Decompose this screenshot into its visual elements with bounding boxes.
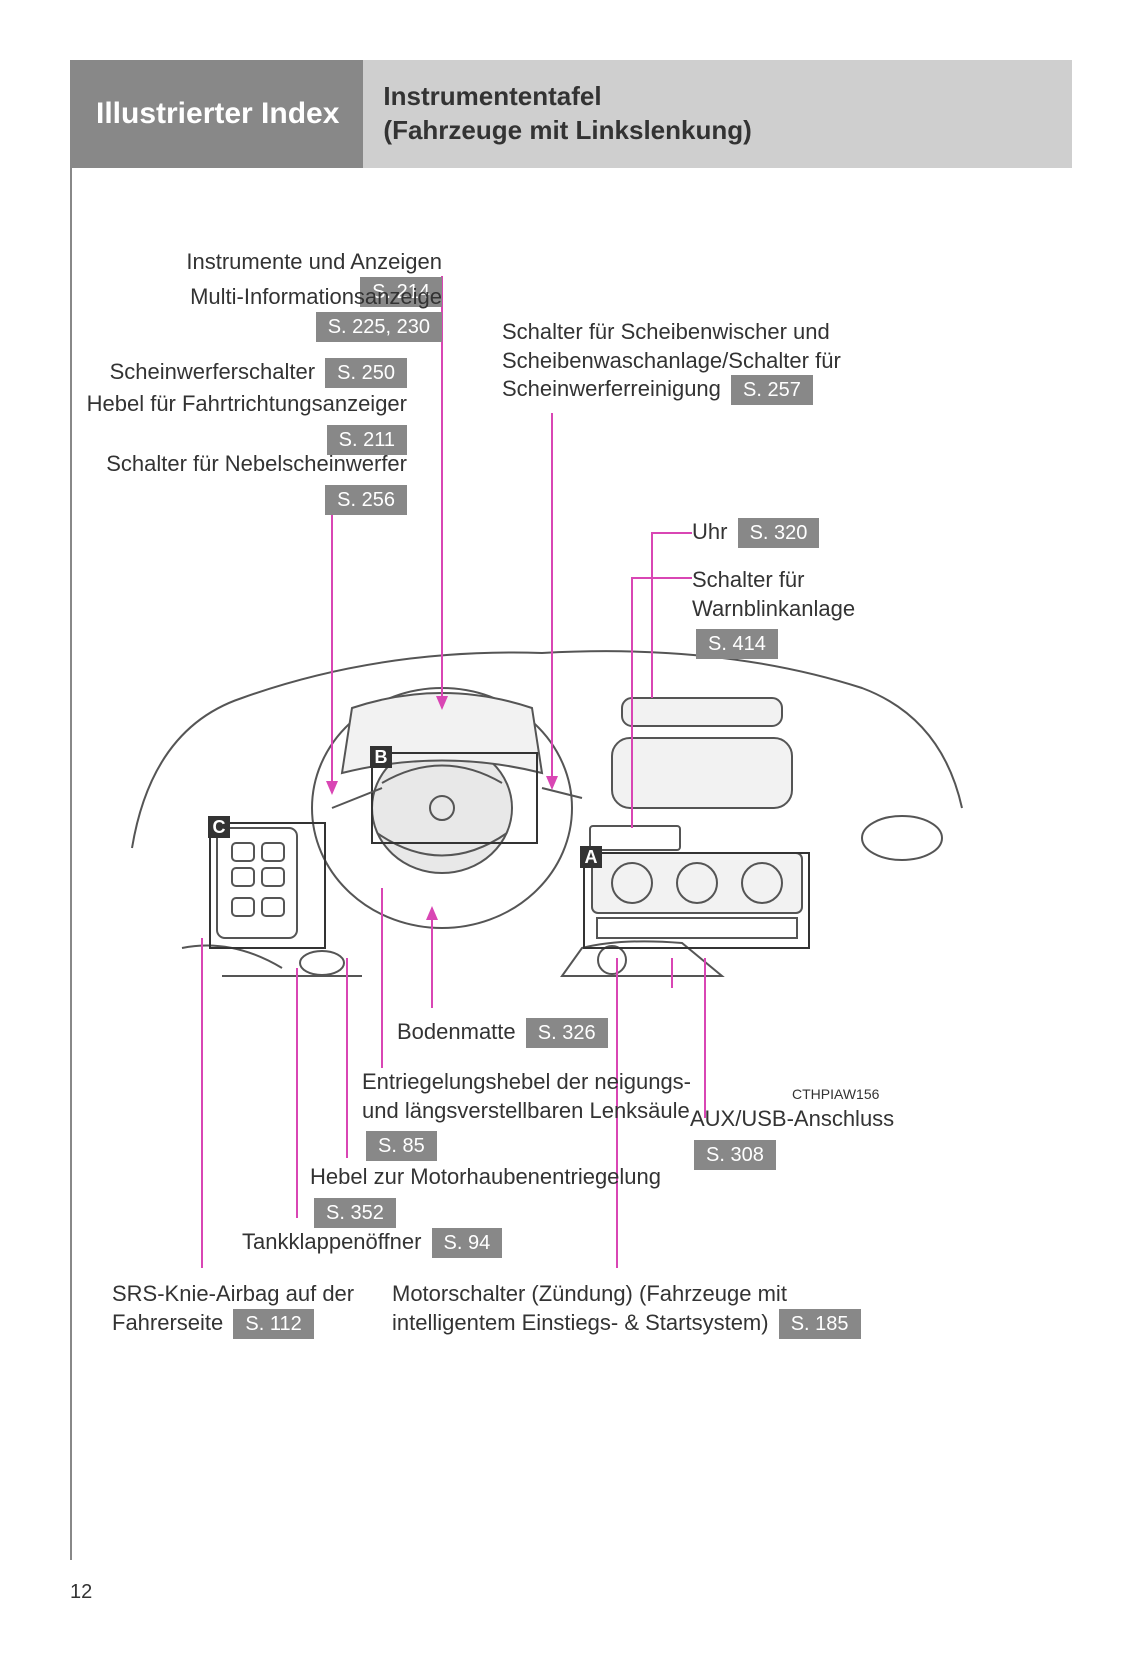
marker-b: B — [370, 746, 392, 768]
subtitle-line1: Instrumententafel — [383, 80, 1072, 114]
callout-scheinwerfer: Scheinwerferschalter S. 250 — [72, 358, 407, 388]
line2: und längsverstellbaren Lenksäule — [362, 1097, 702, 1126]
label: Bodenmatte — [397, 1019, 516, 1044]
label: Hebel für Fahrtrichtungsanzeiger — [87, 391, 407, 416]
line1: SRS-Knie-Airbag auf der — [112, 1280, 392, 1309]
header-title: Illustrierter Index — [72, 60, 363, 168]
page: Illustrierter Index Instrumententafel (F… — [70, 60, 1072, 1560]
label: Scheinwerferschalter — [110, 359, 315, 384]
page-ref: S. 112 — [233, 1309, 313, 1339]
page-ref: S. 250 — [325, 358, 407, 388]
label: Schalter für Nebelscheinwerfer — [106, 451, 407, 476]
callout-aux-usb: AUX/USB-Anschluss S. 308 — [690, 1105, 894, 1170]
callout-nebel: Schalter für Nebelscheinwerfer S. 256 — [72, 450, 407, 515]
diagram-area: A B C — [72, 168, 1072, 1458]
callout-motorschalter: Motorschalter (Zündung) (Fahrzeuge mit i… — [392, 1280, 892, 1339]
page-ref: S. 94 — [432, 1228, 503, 1258]
callout-multi-info: Multi-Informationsanzeige S. 225, 230 — [92, 283, 442, 342]
callout-wischer: Schalter für Scheibenwischer und Scheibe… — [502, 318, 882, 405]
header-subtitle: Instrumententafel (Fahrzeuge mit Linksle… — [363, 60, 1072, 168]
callout-uhr: Uhr S. 320 — [692, 518, 819, 548]
line1: Schalter für Scheibenwischer und — [502, 318, 882, 347]
header: Illustrierter Index Instrumententafel (F… — [72, 60, 1072, 168]
marker-a: A — [580, 846, 602, 868]
line1: Entriegelungshebel der neigungs- — [362, 1068, 702, 1097]
callout-knie-airbag: SRS-Knie-Airbag auf der Fahrerseite S. 1… — [112, 1280, 392, 1339]
page-ref: S. 414 — [696, 629, 778, 659]
line2: Warnblinkanlage — [692, 595, 912, 624]
line2: intelligentem Einstiegs- & Startsystem) … — [392, 1309, 892, 1339]
label: Uhr — [692, 519, 727, 544]
page-ref: S. 85 — [366, 1131, 437, 1161]
page-ref: S. 185 — [779, 1309, 861, 1339]
line3: Scheinwerferreinigung S. 257 — [502, 375, 882, 405]
label: Multi-Informationsanzeige — [190, 284, 442, 309]
page-ref: S. 225, 230 — [316, 312, 442, 342]
label: Instrumente und Anzeigen — [186, 249, 442, 274]
callout-fahrtrichtung: Hebel für Fahrtrichtungsanzeiger S. 211 — [72, 390, 407, 455]
callout-tankklappe: Tankklappenöffner S. 94 — [242, 1228, 502, 1258]
image-code: CTHPIAW156 — [792, 1086, 879, 1102]
marker-c: C — [208, 816, 230, 838]
page-ref: S. 326 — [526, 1018, 608, 1048]
line2: Fahrerseite S. 112 — [112, 1309, 392, 1339]
label: Tankklappenöffner — [242, 1229, 421, 1254]
line2: Scheibenwaschanlage/Schalter für — [502, 347, 882, 376]
callout-lenksaule: Entriegelungshebel der neigungs- und län… — [362, 1068, 702, 1161]
callout-bodenmatte: Bodenmatte S. 326 — [397, 1018, 608, 1048]
page-ref: S. 320 — [738, 518, 820, 548]
page-number: 12 — [70, 1581, 92, 1604]
page-ref: S. 352 — [314, 1198, 396, 1228]
subtitle-line2: (Fahrzeuge mit Linkslenkung) — [383, 114, 1072, 148]
line1: Motorschalter (Zündung) (Fahrzeuge mit — [392, 1280, 892, 1309]
line1: Schalter für — [692, 566, 912, 595]
label: AUX/USB-Anschluss — [690, 1105, 894, 1134]
page-ref: S. 257 — [731, 375, 813, 405]
label: Hebel zur Motorhaubenentriegelung — [310, 1163, 661, 1192]
callout-motorhaube: Hebel zur Motorhaubenentriegelung S. 352 — [310, 1163, 661, 1228]
page-ref: S. 256 — [325, 485, 407, 515]
page-ref: S. 308 — [694, 1140, 776, 1170]
callout-warnblink: Schalter für Warnblinkanlage S. 414 — [692, 566, 912, 659]
